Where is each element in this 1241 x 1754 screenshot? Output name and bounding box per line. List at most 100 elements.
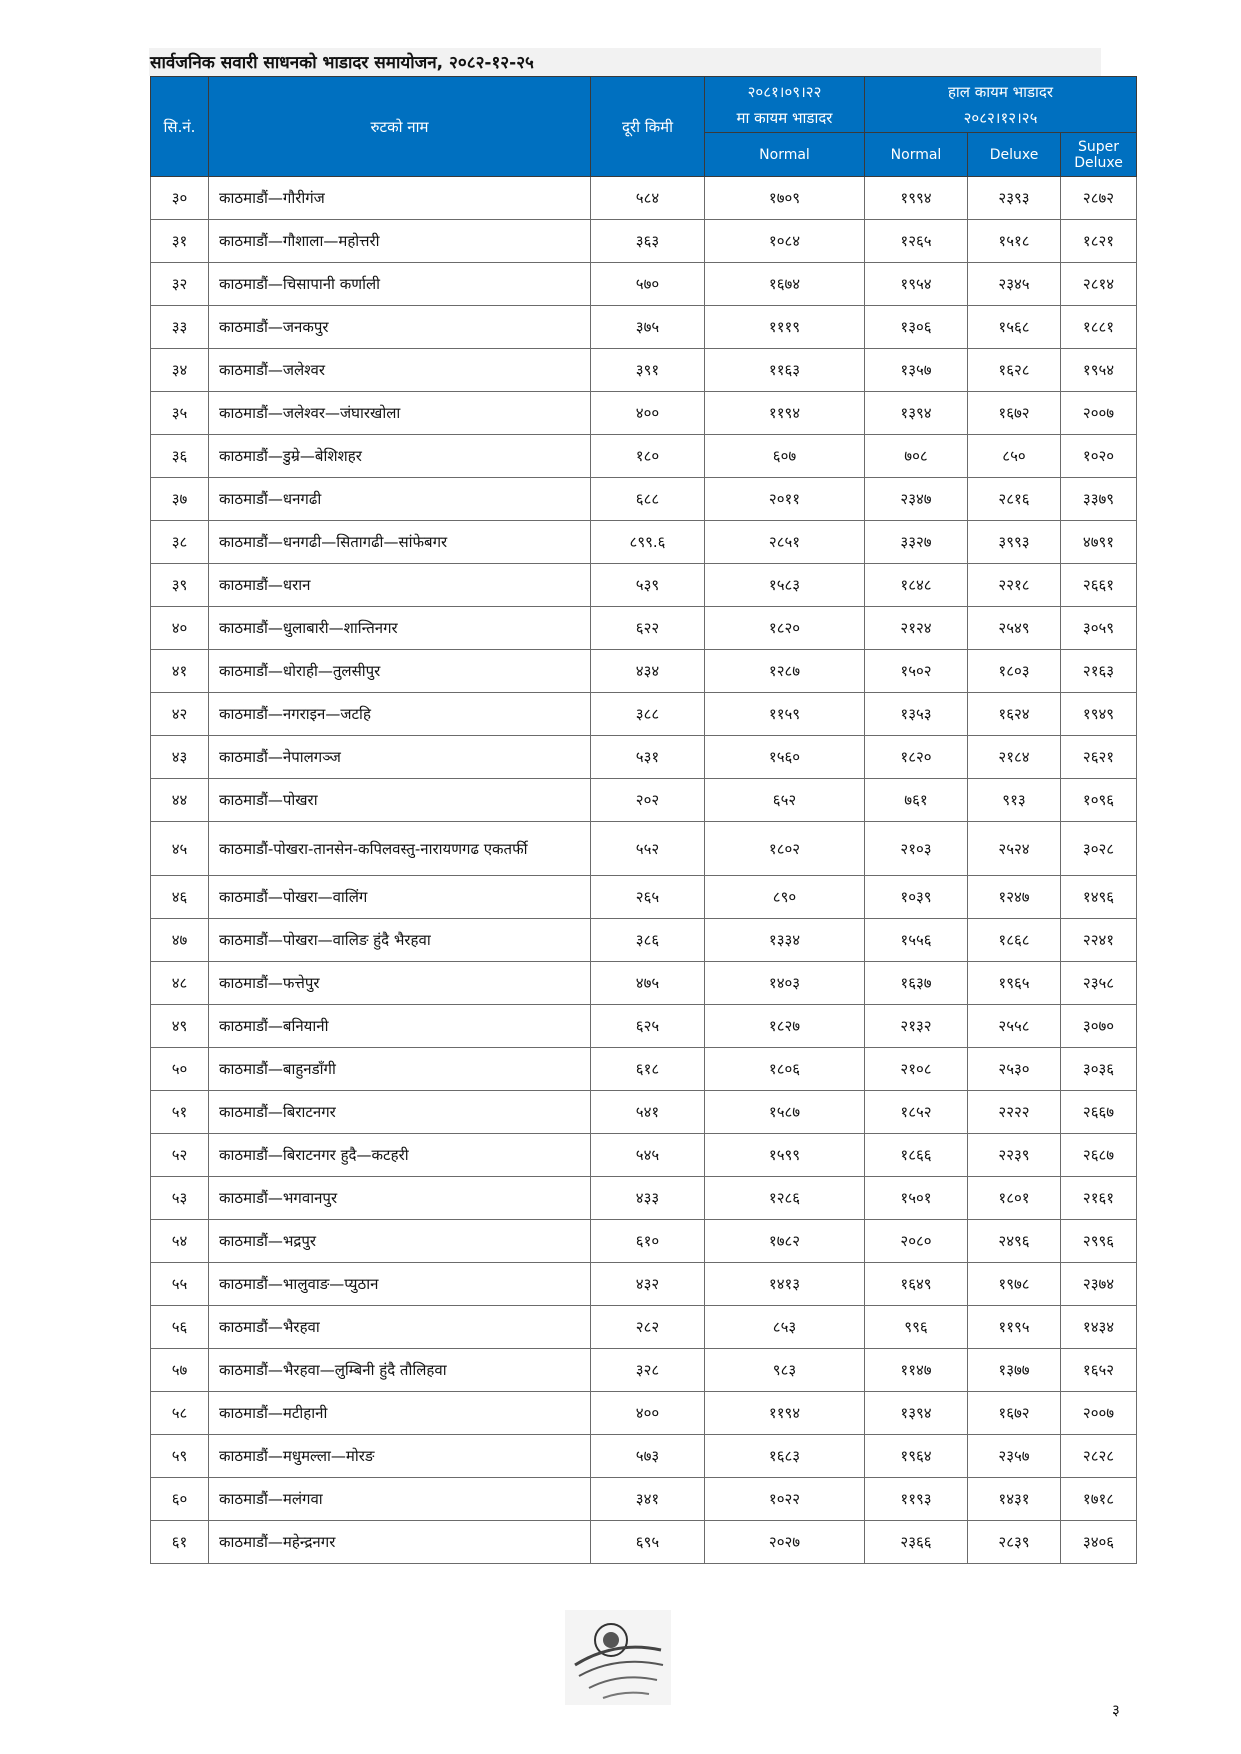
old-normal-fare: ८९०	[704, 875, 865, 919]
route-name: काठमाडौं—धनगढी	[208, 477, 591, 521]
super-deluxe-fare: १९५४	[1060, 348, 1137, 392]
deluxe-fare: १८६८	[967, 918, 1061, 962]
table-row: ५६ काठमाडौं—भैरहवा २८२ ८५३ ९९६ ११९५ १४३४	[150, 1305, 1137, 1349]
super-deluxe-fare: २८७२	[1060, 176, 1137, 220]
route-name: काठमाडौं—भैरहवा—लुम्बिनी हुंदै तौलिहवा	[208, 1348, 591, 1392]
distance: २६५	[590, 875, 705, 919]
distance: ५७३	[590, 1434, 705, 1478]
table-row: ४१ काठमाडौं—धोराही—तुलसीपुर ४३४ १२८७ १५०२ १८०…	[150, 649, 1137, 693]
route-name: काठमाडौं—गौशाला—महोत्तरी	[208, 219, 591, 263]
old-normal-fare: ६५२	[704, 778, 865, 822]
old-normal-fare: १५६०	[704, 735, 865, 779]
normal-fare: १६३७	[864, 961, 968, 1005]
super-deluxe-fare: २६६१	[1060, 563, 1137, 607]
route-name: काठमाडौं—धुलाबारी—शान्तिनगर	[208, 606, 591, 650]
super-deluxe-fare: २३५८	[1060, 961, 1137, 1005]
old-normal-fare: ९८३	[704, 1348, 865, 1392]
old-normal-fare: १६७४	[704, 262, 865, 306]
distance: ३९१	[590, 348, 705, 392]
normal-fare: १५५६	[864, 918, 968, 962]
deluxe-fare: १६७२	[967, 391, 1061, 435]
distance: ५८४	[590, 176, 705, 220]
table-row: ३० काठमाडौं—गौरीगंज ५८४ १७०९ १९९४ २३९३ २८७२	[150, 176, 1137, 220]
old-normal-fare: १८०६	[704, 1047, 865, 1091]
distance: ६८८	[590, 477, 705, 521]
sn: ५०	[150, 1047, 209, 1091]
old-normal-fare: २८५१	[704, 520, 865, 564]
col-current-rate: हाल कायम भाडादर २०८२।१२।२५	[864, 76, 1137, 133]
deluxe-fare: १९७८	[967, 1262, 1061, 1306]
table-row: ५४ काठमाडौं—भद्रपुर ६१० १७८२ २०८० २४९६ २९९६	[150, 1219, 1137, 1263]
distance: २०२	[590, 778, 705, 822]
route-name: काठमाडौं—पोखरा—वालिंग	[208, 875, 591, 919]
old-normal-fare: ११९४	[704, 391, 865, 435]
distance: ३२८	[590, 1348, 705, 1392]
sn: ४९	[150, 1004, 209, 1048]
super-deluxe-fare: २३७४	[1060, 1262, 1137, 1306]
super-deluxe-fare: ३०५९	[1060, 606, 1137, 650]
route-name: काठमाडौं—चिसापानी कर्णाली	[208, 262, 591, 306]
distance: ३७५	[590, 305, 705, 349]
table-row: ४६ काठमाडौं—पोखरा—वालिंग २६५ ८९० १०३९ १२४७ १४९…	[150, 875, 1137, 919]
table-row: ४७ काठमाडौं—पोखरा—वालिङ हुंदै भैरहवा ३८६ १३…	[150, 918, 1137, 962]
normal-fare: ७०८	[864, 434, 968, 478]
distance: ३६३	[590, 219, 705, 263]
old-normal-fare: ८५३	[704, 1305, 865, 1349]
deluxe-fare: २३५७	[967, 1434, 1061, 1478]
super-deluxe-fare: २१६३	[1060, 649, 1137, 693]
normal-fare: ११९३	[864, 1477, 968, 1521]
normal-fare: १८४८	[864, 563, 968, 607]
route-name: काठमाडौं—मटीहानी	[208, 1391, 591, 1435]
deluxe-fare: १३७७	[967, 1348, 1061, 1392]
route-name: काठमाडौं—पोखरा	[208, 778, 591, 822]
sn: ५४	[150, 1219, 209, 1263]
table-row: ३५ काठमाडौं—जलेश्वर—जंघारखोला ४०० ११९४ १३९४ १…	[150, 391, 1137, 435]
sn: ४२	[150, 692, 209, 736]
route-name: काठमाडौं—फत्तेपुर	[208, 961, 591, 1005]
col-distance: दूरी किमी	[590, 76, 705, 177]
super-deluxe-fare: १६५२	[1060, 1348, 1137, 1392]
normal-fare: १९९४	[864, 176, 968, 220]
sn: ५८	[150, 1391, 209, 1435]
distance: ६२५	[590, 1004, 705, 1048]
table-row: ४२ काठमाडौं—नगराइन—जटहि ३८८ ११५९ १३५३ १६२४ १९४…	[150, 692, 1137, 736]
deluxe-fare: ११९५	[967, 1305, 1061, 1349]
table-row: ३३ काठमाडौं—जनकपुर ३७५ १११९ १३०६ १५६८ १८८१	[150, 305, 1137, 349]
table-row: ५१ काठमाडौं—बिराटनगर ५४१ १५८७ १८५२ २२२२ २६६७	[150, 1090, 1137, 1134]
old-normal-fare: १२८६	[704, 1176, 865, 1220]
table-row: ४० काठमाडौं—धुलाबारी—शान्तिनगर ६२२ १८२० २१२४…	[150, 606, 1137, 650]
deluxe-fare: १४३१	[967, 1477, 1061, 1521]
col-old-rate: २०८१।०९।२२ मा कायम भाडादर	[704, 76, 865, 133]
super-deluxe-fare: २००७	[1060, 1391, 1137, 1435]
office-seal-stamp	[565, 1610, 671, 1705]
route-name: काठमाडौं—बाहुनडाँगी	[208, 1047, 591, 1091]
col-super-deluxe: Super Deluxe	[1060, 132, 1137, 177]
old-normal-fare: ११५९	[704, 692, 865, 736]
super-deluxe-fare: २६२१	[1060, 735, 1137, 779]
normal-fare: १६४९	[864, 1262, 968, 1306]
super-deluxe-fare: २९९६	[1060, 1219, 1137, 1263]
deluxe-fare: २२२२	[967, 1090, 1061, 1134]
route-name: काठमाडौं—धनगढी—सितागढी—सांफेबगर	[208, 520, 591, 564]
route-name: काठमाडौं—बिराटनगर	[208, 1090, 591, 1134]
deluxe-fare: १६२८	[967, 348, 1061, 392]
super-deluxe-fare: १०२०	[1060, 434, 1137, 478]
title-bar	[149, 48, 1101, 76]
normal-fare: १३०६	[864, 305, 968, 349]
normal-fare: २१०८	[864, 1047, 968, 1091]
page-number: ३	[1112, 1701, 1120, 1719]
super-deluxe-fare: २२४१	[1060, 918, 1137, 962]
super-deluxe-fare: ३०७०	[1060, 1004, 1137, 1048]
distance: ४००	[590, 391, 705, 435]
distance: ८९९.६	[590, 520, 705, 564]
distance: २८२	[590, 1305, 705, 1349]
super-deluxe-fare: २००७	[1060, 391, 1137, 435]
sn: ३३	[150, 305, 209, 349]
deluxe-fare: २५३०	[967, 1047, 1061, 1091]
table-row: ३६ काठमाडौं—डुम्रे—बेशिशहर १८० ६०७ ७०८ ८५० १०२…	[150, 434, 1137, 478]
sn: ५६	[150, 1305, 209, 1349]
distance: ४७५	[590, 961, 705, 1005]
route-name: काठमाडौं—जलेश्वर—जंघारखोला	[208, 391, 591, 435]
deluxe-fare: २२३९	[967, 1133, 1061, 1177]
super-deluxe-fare: ३०२८	[1060, 821, 1137, 876]
